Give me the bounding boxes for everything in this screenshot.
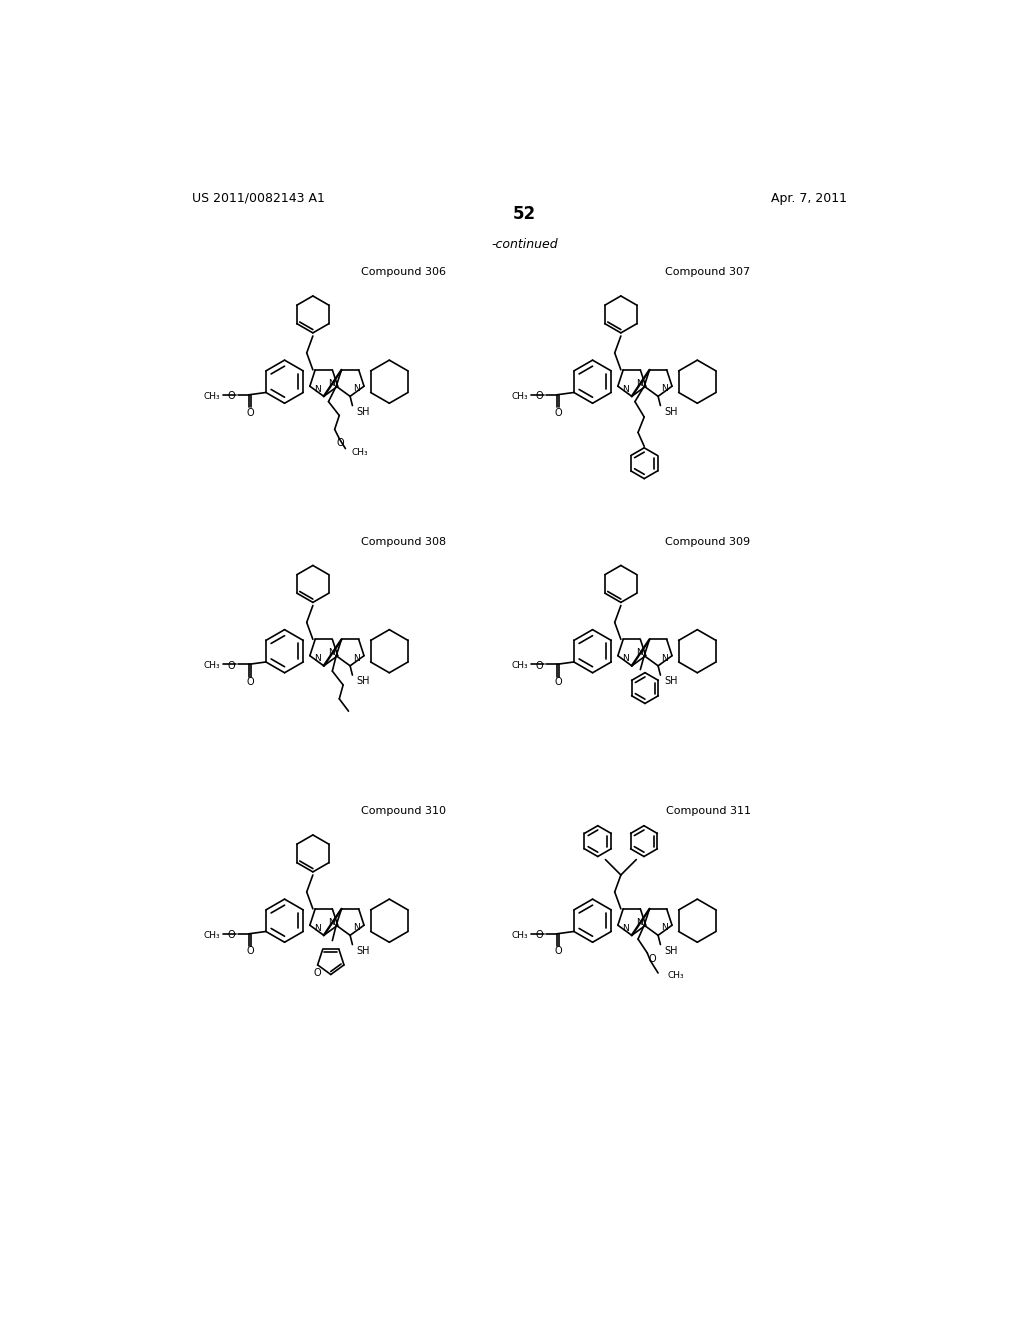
Text: Compound 308: Compound 308 (361, 537, 446, 546)
Text: CH₃: CH₃ (512, 392, 528, 401)
Text: Apr. 7, 2011: Apr. 7, 2011 (771, 191, 847, 205)
Text: N: N (314, 385, 321, 393)
Text: N: N (353, 384, 359, 393)
Text: N: N (636, 917, 643, 927)
Text: O: O (227, 661, 236, 671)
Text: N: N (660, 923, 668, 932)
Text: O: O (554, 946, 562, 957)
Text: O: O (247, 408, 254, 417)
Text: O: O (648, 954, 655, 964)
Text: 52: 52 (513, 205, 537, 223)
Text: SH: SH (356, 945, 370, 956)
Text: N: N (623, 924, 629, 933)
Text: O: O (554, 677, 562, 686)
Text: O: O (247, 677, 254, 686)
Text: SH: SH (665, 945, 678, 956)
Text: O: O (247, 946, 254, 957)
Text: Compound 310: Compound 310 (361, 807, 446, 816)
Text: -continued: -continued (492, 238, 558, 251)
Text: SH: SH (665, 407, 678, 417)
Text: CH₃: CH₃ (204, 392, 220, 401)
Text: Compound 309: Compound 309 (666, 537, 751, 546)
Text: N: N (314, 924, 321, 933)
Text: US 2011/0082143 A1: US 2011/0082143 A1 (193, 191, 325, 205)
Text: Compound 307: Compound 307 (666, 268, 751, 277)
Text: O: O (337, 438, 345, 449)
Text: SH: SH (356, 676, 370, 686)
Text: N: N (314, 655, 321, 664)
Text: N: N (660, 384, 668, 393)
Text: Compound 311: Compound 311 (666, 807, 751, 816)
Text: N: N (623, 655, 629, 664)
Text: N: N (328, 648, 335, 657)
Text: O: O (227, 931, 236, 940)
Text: CH₃: CH₃ (351, 447, 369, 457)
Text: N: N (353, 653, 359, 663)
Text: CH₃: CH₃ (512, 931, 528, 940)
Text: N: N (623, 385, 629, 393)
Text: N: N (636, 648, 643, 657)
Text: O: O (554, 408, 562, 417)
Text: CH₃: CH₃ (668, 970, 684, 979)
Text: N: N (328, 379, 335, 388)
Text: N: N (353, 923, 359, 932)
Text: CH₃: CH₃ (204, 661, 220, 671)
Text: CH₃: CH₃ (512, 661, 528, 671)
Text: O: O (227, 391, 236, 401)
Text: O: O (313, 968, 321, 978)
Text: O: O (536, 661, 543, 671)
Text: N: N (328, 917, 335, 927)
Text: Compound 306: Compound 306 (361, 268, 446, 277)
Text: SH: SH (356, 407, 370, 417)
Text: N: N (660, 653, 668, 663)
Text: O: O (536, 931, 543, 940)
Text: CH₃: CH₃ (204, 931, 220, 940)
Text: O: O (536, 391, 543, 401)
Text: SH: SH (665, 676, 678, 686)
Text: N: N (636, 379, 643, 388)
